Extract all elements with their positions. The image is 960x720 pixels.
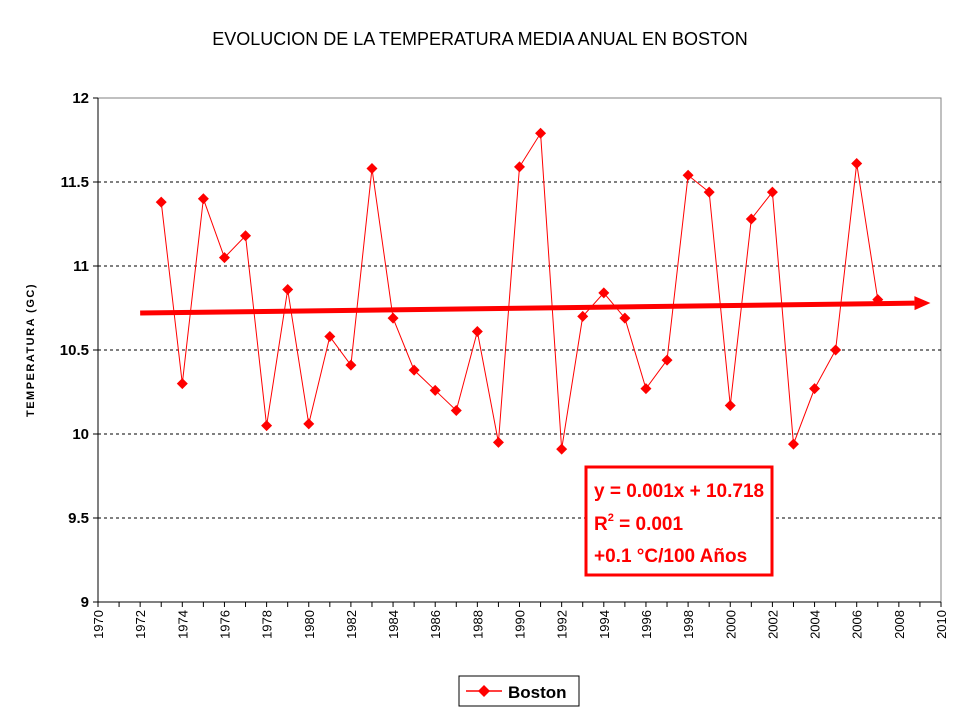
data-point (535, 127, 547, 139)
x-tick-label: 1996 (639, 610, 654, 639)
data-point (429, 384, 441, 396)
data-point (303, 418, 315, 430)
x-tick-label: 2002 (765, 610, 780, 639)
x-tick-label: 2010 (934, 610, 949, 639)
legend-label: Boston (508, 683, 567, 702)
x-tick-label: 2004 (808, 610, 823, 639)
data-point (514, 161, 525, 173)
data-point (218, 252, 230, 264)
r-squared-exponent: 2 (608, 512, 614, 524)
x-tick-label: 1990 (513, 610, 528, 639)
x-tick-label: 1994 (597, 610, 612, 639)
data-point (387, 312, 399, 324)
legend-marker (478, 685, 490, 697)
y-tick-label: 11.5 (61, 174, 89, 191)
x-tick-label: 1982 (344, 610, 359, 639)
y-tick-label: 10 (72, 426, 89, 443)
data-point (787, 438, 799, 450)
x-tick-label: 1978 (260, 610, 275, 639)
data-point (640, 383, 652, 395)
data-point (282, 284, 294, 296)
x-tick-label: 2008 (892, 610, 907, 639)
gridlines (98, 181, 941, 519)
data-point (155, 196, 167, 208)
data-point (366, 163, 378, 175)
r-squared-value: = 0.001 (614, 514, 684, 535)
x-tick-label: 1998 (681, 610, 696, 639)
data-point (598, 287, 610, 299)
y-tick-label: 11 (73, 258, 89, 275)
x-tick-label: 1992 (555, 610, 570, 639)
data-point (492, 436, 504, 448)
y-tick-label: 9.5 (68, 510, 89, 527)
data-point (450, 404, 462, 416)
x-tick-label: 1984 (386, 610, 401, 639)
data-point (766, 186, 778, 198)
data-point (176, 378, 188, 390)
y-tick-label: 9 (81, 594, 89, 611)
y-tick-label: 12 (72, 90, 89, 107)
x-tick-label: 1970 (91, 610, 106, 639)
data-point (724, 399, 736, 411)
y-tick-labels: 9 9.5 10 10.5 11 11.5 12 (60, 90, 89, 611)
trendline (140, 296, 931, 316)
data-point (471, 326, 483, 338)
r-squared-symbol: R (594, 514, 608, 535)
legend: Boston (458, 675, 580, 707)
data-point (830, 344, 842, 356)
chart-title: EVOLUCION DE LA TEMPERATURA MEDIA ANUAL … (212, 29, 747, 49)
x-tick-label: 1972 (133, 610, 148, 639)
data-point (408, 364, 420, 376)
data-point (809, 383, 821, 395)
data-point (851, 158, 863, 170)
y-tick-label: 10.5 (60, 342, 89, 359)
x-tick-label: 2000 (723, 610, 738, 639)
data-point (661, 354, 673, 366)
x-tick-label: 2006 (850, 610, 865, 639)
trendline-line (140, 300, 915, 316)
trend-note: +0.1 °C/100 Años (594, 546, 747, 567)
data-point (240, 230, 252, 242)
x-tick-label: 1974 (175, 610, 190, 639)
trend-equation: y = 0.001x + 10.718 (594, 481, 764, 502)
axes (93, 97, 942, 607)
data-point (682, 169, 694, 181)
data-point (703, 186, 715, 198)
data-point (577, 310, 589, 322)
trendline-arrowhead (914, 296, 931, 311)
equation-box: y = 0.001x + 10.718 R2 = 0.001 +0.1 °C/1… (584, 465, 774, 577)
y-axis-label: TEMPERATURA (GC) (25, 283, 37, 417)
x-tick-label: 1980 (302, 610, 317, 639)
r-squared: R2 = 0.001 (594, 512, 683, 535)
data-point (345, 359, 357, 371)
x-tick-labels: 1970 1972 1974 1976 1978 1980 1982 1984 1986 1988… (91, 610, 949, 639)
series-boston (155, 127, 884, 455)
x-tick-label: 1976 (217, 610, 232, 639)
data-point (619, 312, 631, 324)
x-tick-label: 1986 (428, 610, 443, 639)
x-tick-label: 1988 (470, 610, 485, 639)
data-point (261, 420, 273, 432)
data-point (324, 331, 336, 343)
data-point (556, 443, 568, 455)
data-point (745, 213, 757, 225)
data-point (197, 193, 209, 205)
